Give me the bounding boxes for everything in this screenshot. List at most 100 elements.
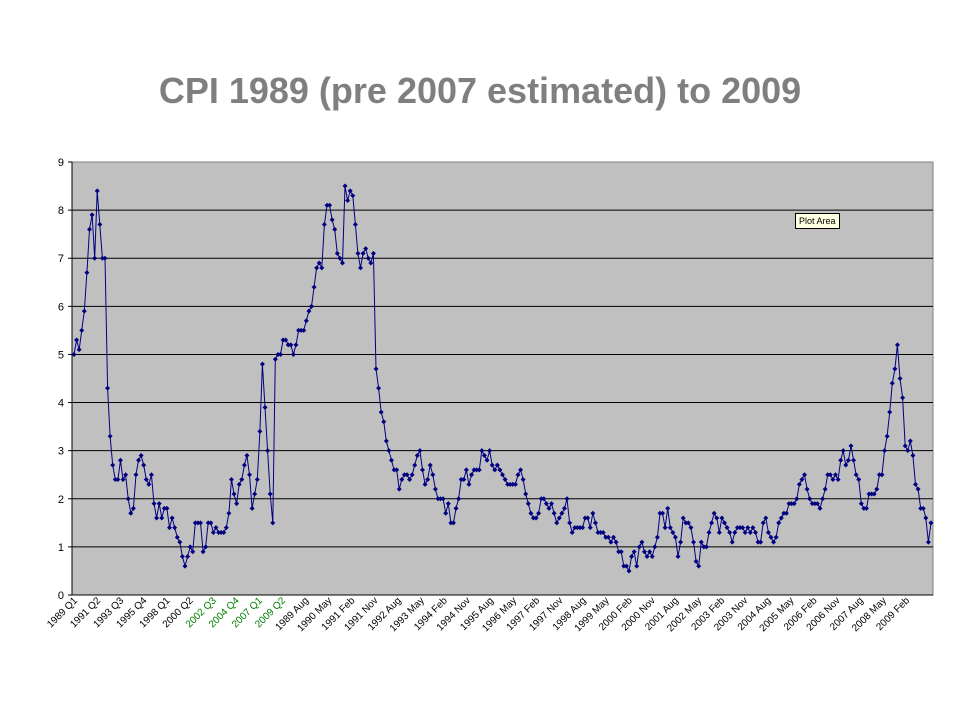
data-point (634, 563, 640, 569)
data-point (608, 539, 614, 545)
data-point (321, 222, 327, 228)
y-tick-label: 1 (58, 542, 64, 554)
data-point (505, 481, 511, 487)
data-point (169, 515, 175, 521)
data-point (427, 462, 433, 468)
data-point (577, 525, 583, 531)
data-point (561, 505, 567, 511)
data-point (244, 452, 250, 458)
data-point (585, 515, 591, 521)
data-point (595, 529, 601, 535)
data-point (598, 529, 604, 535)
data-point (569, 529, 575, 535)
data-point (747, 529, 753, 535)
data-point (649, 554, 655, 560)
data-point (407, 477, 413, 483)
data-point (192, 520, 198, 526)
data-point (373, 366, 379, 372)
data-point (760, 520, 766, 526)
y-tick-label: 3 (58, 446, 64, 458)
y-tick-label: 2 (58, 494, 64, 506)
data-point (339, 260, 345, 266)
data-point (786, 501, 792, 507)
data-point (172, 525, 178, 531)
data-point (719, 515, 725, 521)
data-point (763, 515, 769, 521)
data-point (151, 501, 157, 507)
data-point (469, 472, 475, 478)
data-point (887, 409, 893, 415)
data-point (223, 525, 229, 531)
data-point (417, 448, 423, 454)
data-point (228, 477, 234, 483)
data-point (334, 250, 340, 256)
data-point (389, 457, 395, 463)
plot-area-tooltip: Plot Area (795, 213, 840, 229)
data-point (543, 501, 549, 507)
data-point (257, 428, 263, 434)
data-point (520, 477, 526, 483)
data-point (667, 525, 673, 531)
data-point (327, 202, 333, 208)
data-point (363, 246, 369, 252)
data-point (783, 510, 789, 516)
data-point (226, 510, 232, 516)
data-point (476, 467, 482, 473)
data-point (755, 539, 761, 545)
data-point (631, 549, 637, 555)
data-point (254, 477, 260, 483)
data-point (332, 226, 338, 232)
data-point (546, 505, 552, 511)
data-point (474, 467, 480, 473)
data-point (386, 448, 392, 454)
data-point (185, 554, 191, 560)
data-point (729, 539, 735, 545)
data-point (154, 515, 160, 521)
data-point (654, 534, 660, 540)
data-point (636, 544, 642, 550)
data-point (678, 539, 684, 545)
data-point (685, 520, 691, 526)
data-point (484, 457, 490, 463)
data-point (869, 491, 875, 497)
data-point (216, 529, 222, 535)
data-point (750, 525, 756, 531)
data-point (179, 554, 185, 560)
data-point (876, 472, 882, 478)
data-point (796, 481, 802, 487)
data-point (812, 501, 818, 507)
data-point (234, 501, 240, 507)
data-point (489, 462, 495, 468)
data-point (572, 525, 578, 531)
data-point (81, 308, 87, 314)
data-point (71, 351, 77, 357)
data-point (580, 525, 586, 531)
data-point (399, 477, 405, 483)
data-point (832, 472, 838, 478)
data-point (502, 477, 508, 483)
data-point (394, 467, 400, 473)
data-point (298, 327, 304, 333)
data-point (350, 193, 356, 199)
data-point (280, 337, 286, 343)
data-point (910, 452, 916, 458)
data-point (177, 539, 183, 545)
data-point (378, 409, 384, 415)
data-point (918, 505, 924, 511)
data-point (734, 525, 740, 531)
data-point (76, 347, 82, 353)
data-point (213, 525, 219, 531)
data-point (453, 505, 459, 511)
plot-area[interactable] (71, 161, 934, 596)
data-point (507, 481, 513, 487)
data-point (554, 520, 560, 526)
data-point (920, 505, 926, 511)
data-point (301, 327, 307, 333)
data-point (660, 510, 666, 516)
data-point (804, 486, 810, 492)
data-point (840, 448, 846, 454)
data-point (825, 472, 831, 478)
data-point (556, 515, 562, 521)
data-point (463, 467, 469, 473)
data-point (610, 534, 616, 540)
